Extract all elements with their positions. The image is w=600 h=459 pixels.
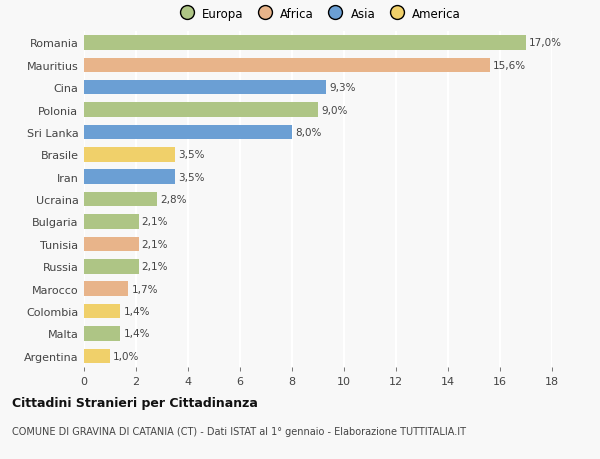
Text: 3,5%: 3,5% (178, 172, 205, 182)
Text: 9,3%: 9,3% (329, 83, 355, 93)
Bar (84, 259, 139, 274)
Bar (84, 148, 175, 162)
Bar (84, 36, 526, 50)
Text: 1,4%: 1,4% (124, 329, 150, 339)
Bar (84, 81, 326, 95)
Text: 15,6%: 15,6% (493, 61, 526, 71)
Text: 17,0%: 17,0% (529, 38, 562, 48)
Text: COMUNE DI GRAVINA DI CATANIA (CT) - Dati ISTAT al 1° gennaio - Elaborazione TUTT: COMUNE DI GRAVINA DI CATANIA (CT) - Dati… (12, 426, 466, 436)
Bar (84, 58, 490, 73)
Text: 1,0%: 1,0% (113, 351, 139, 361)
Text: 2,1%: 2,1% (142, 262, 168, 272)
Legend: Europa, Africa, Asia, America: Europa, Africa, Asia, America (173, 5, 463, 23)
Text: 3,5%: 3,5% (178, 150, 205, 160)
Text: 9,0%: 9,0% (321, 105, 347, 115)
Text: 1,4%: 1,4% (124, 306, 150, 316)
Text: 2,1%: 2,1% (142, 217, 168, 227)
Bar (84, 349, 110, 363)
Text: 8,0%: 8,0% (295, 128, 322, 138)
Bar (84, 326, 121, 341)
Bar (84, 170, 175, 185)
Text: 2,8%: 2,8% (160, 195, 187, 205)
Bar (84, 215, 139, 229)
Text: 1,7%: 1,7% (131, 284, 158, 294)
Bar (84, 125, 292, 140)
Bar (84, 304, 121, 319)
Bar (84, 282, 128, 296)
Bar (84, 103, 318, 118)
Bar (84, 237, 139, 252)
Text: Cittadini Stranieri per Cittadinanza: Cittadini Stranieri per Cittadinanza (12, 396, 258, 409)
Bar (84, 192, 157, 207)
Text: 2,1%: 2,1% (142, 239, 168, 249)
